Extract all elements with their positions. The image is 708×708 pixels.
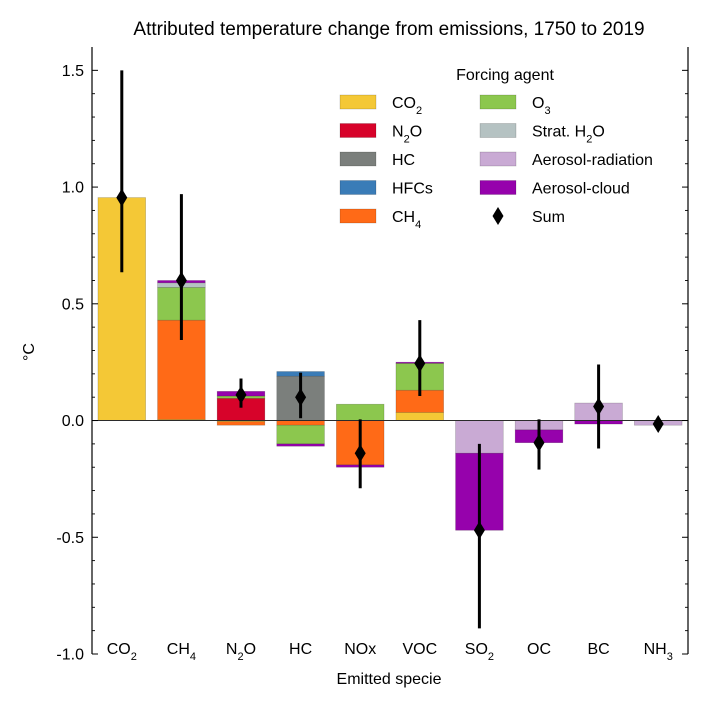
x-tick-label: VOC (402, 641, 437, 658)
bar-segment-co2 (395, 412, 444, 421)
x-tick-label: CO2 (107, 641, 137, 663)
legend-swatch-aer_cld (479, 180, 517, 195)
sum-marker (414, 354, 426, 373)
chart-title: Attributed temperature change from emiss… (133, 19, 644, 40)
x-tick-label: SO2 (465, 641, 494, 663)
sum-marker (175, 271, 187, 290)
y-tick-label: 0.5 (62, 296, 84, 313)
legend-label-aer_rad: Aerosol-radiation (532, 152, 653, 169)
legend-swatch-ch4 (339, 208, 377, 224)
sum-marker (116, 188, 128, 207)
bar-segment-aer_cld (276, 443, 325, 447)
legend-label-o3: O3 (532, 95, 551, 117)
bar-segment-o3 (336, 403, 385, 421)
legend-marker-sum (492, 207, 504, 225)
legend-label-aer_cld: Aerosol-cloud (532, 181, 630, 198)
bar-segment-ch4 (216, 421, 266, 426)
y-tick-label: 1.0 (62, 180, 84, 197)
legend-label-ch4: CH4 (392, 209, 421, 231)
y-tick-label: -0.5 (56, 530, 84, 547)
legend-label-strat_h2o: Strat. H2O (532, 124, 605, 146)
legend-swatch-hc (339, 151, 377, 167)
legend-label-hc: HC (392, 152, 415, 169)
x-tick-label: HC (289, 641, 312, 658)
legend-swatch-strat_h2o (479, 123, 517, 138)
legend-title: Forcing agent (456, 67, 554, 84)
x-tick-label: OC (527, 641, 551, 658)
y-axis-label: °C (21, 343, 38, 361)
x-axis-label: Emitted specie (337, 671, 442, 688)
x-tick-label: BC (587, 641, 609, 658)
sum-marker (235, 385, 247, 404)
sum-marker (354, 444, 366, 463)
legend-swatch-n2o (339, 123, 377, 138)
x-tick-label: N2O (226, 641, 256, 663)
y-tick-label: 1.5 (62, 63, 84, 80)
x-tick-label: CH4 (167, 641, 196, 663)
sum-marker (533, 433, 545, 452)
bar-segment-o3 (276, 424, 325, 445)
y-tick-label: -1.0 (56, 647, 84, 664)
sum-marker (652, 415, 664, 434)
plot-area: -1.0 -0.5 0.0 0.5 1.0 1.5 CO2 CH4 N2O HC NOx VOC SO2… (56, 47, 689, 664)
y-tick-label: 0.0 (62, 413, 84, 430)
sum-marker (473, 521, 485, 540)
legend-swatch-hfcs (339, 180, 377, 195)
x-tick-label: NOx (344, 641, 376, 658)
sum-marker (295, 388, 307, 407)
x-tick-label: NH3 (644, 641, 673, 663)
legend-label-co2: CO2 (392, 95, 422, 117)
legend-swatch-aer_rad (479, 151, 517, 167)
legend-swatch-co2 (339, 94, 377, 110)
legend-label-n2o: N2O (392, 124, 422, 146)
legend: Forcing agent CO2 N2O HC HFCs CH4 O3 Strat. H2… (339, 67, 653, 231)
sum-marker (593, 397, 605, 416)
bar-segment-ch4 (276, 420, 325, 426)
legend-label-hfcs: HFCs (392, 181, 433, 198)
legend-swatch-o3 (479, 94, 517, 110)
legend-label-sum: Sum (532, 209, 565, 226)
